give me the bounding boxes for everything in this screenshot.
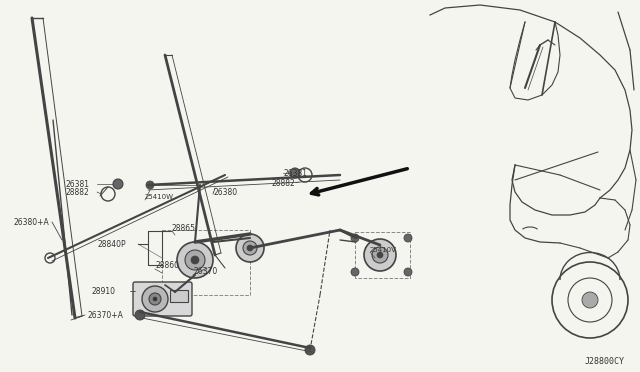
- Text: 25410V: 25410V: [370, 247, 397, 253]
- Circle shape: [404, 234, 412, 242]
- Circle shape: [153, 297, 157, 301]
- Circle shape: [185, 250, 205, 270]
- FancyBboxPatch shape: [133, 282, 192, 316]
- Circle shape: [142, 286, 168, 312]
- Circle shape: [191, 256, 199, 264]
- Circle shape: [177, 242, 213, 278]
- Text: 25410W: 25410W: [145, 194, 174, 200]
- Circle shape: [149, 293, 161, 305]
- Text: 28860: 28860: [155, 262, 179, 270]
- Text: 28865: 28865: [171, 224, 195, 232]
- Circle shape: [247, 245, 253, 251]
- Text: 28910: 28910: [92, 286, 116, 295]
- Circle shape: [243, 241, 257, 255]
- Text: 28882: 28882: [65, 187, 89, 196]
- Circle shape: [351, 268, 359, 276]
- FancyBboxPatch shape: [170, 290, 188, 302]
- Circle shape: [113, 179, 123, 189]
- Text: 26381: 26381: [65, 180, 89, 189]
- Circle shape: [377, 252, 383, 258]
- Circle shape: [372, 247, 388, 263]
- Text: 26370: 26370: [193, 267, 217, 276]
- Text: 28882: 28882: [272, 179, 296, 187]
- Text: 28840P: 28840P: [98, 240, 127, 248]
- Circle shape: [236, 234, 264, 262]
- Text: 26370+A: 26370+A: [88, 311, 124, 320]
- Text: 26381: 26381: [283, 169, 307, 177]
- Text: 26380: 26380: [213, 187, 237, 196]
- Circle shape: [290, 168, 300, 178]
- Circle shape: [146, 181, 154, 189]
- Text: J28800CY: J28800CY: [585, 357, 625, 366]
- Circle shape: [135, 310, 145, 320]
- Circle shape: [364, 239, 396, 271]
- Circle shape: [305, 345, 315, 355]
- Text: 26380+A: 26380+A: [14, 218, 50, 227]
- Circle shape: [404, 268, 412, 276]
- Circle shape: [351, 234, 359, 242]
- Circle shape: [582, 292, 598, 308]
